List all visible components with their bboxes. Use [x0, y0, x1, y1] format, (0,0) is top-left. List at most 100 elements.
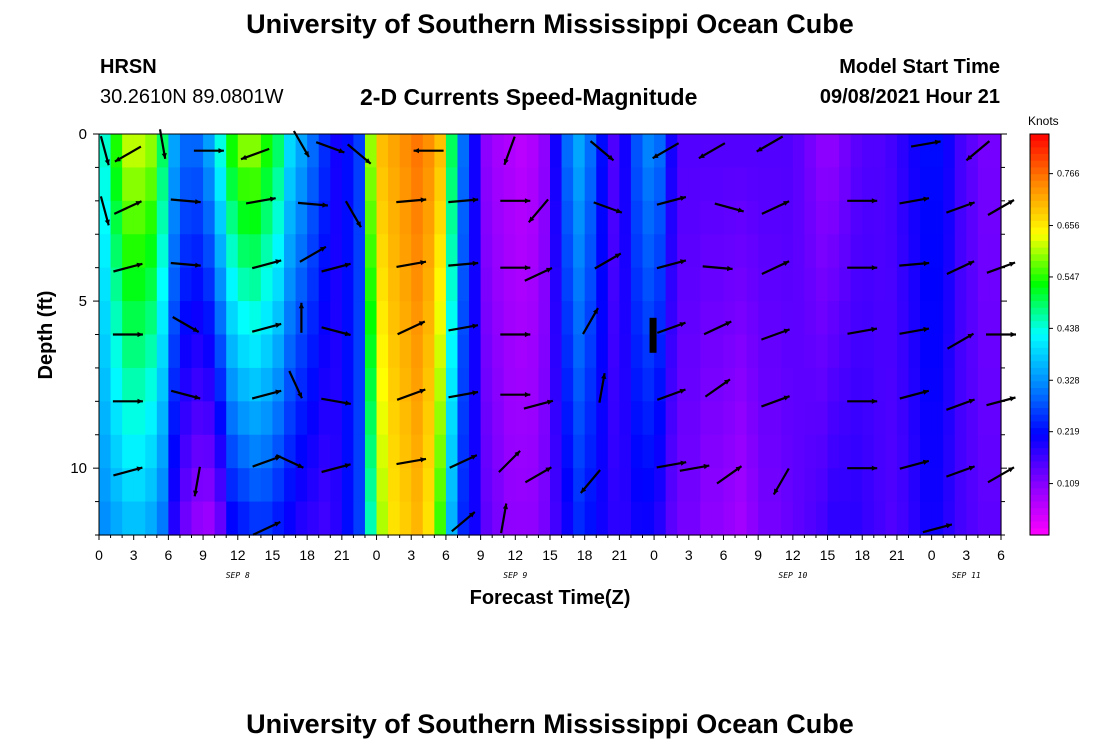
heatmap-cell	[815, 134, 829, 169]
heatmap-cell	[619, 434, 632, 469]
heatmap-cell	[665, 501, 678, 536]
heatmap-cell	[550, 267, 563, 302]
heatmap-cell	[353, 267, 366, 302]
heatmap-cell	[469, 367, 482, 402]
heatmap-cell	[596, 501, 609, 536]
heatmap-cell	[110, 334, 123, 369]
heatmap-cell	[411, 401, 424, 436]
current-vector	[594, 252, 622, 270]
heatmap-cell	[607, 334, 620, 369]
heatmap-cell	[376, 434, 389, 469]
heatmap-cell	[943, 234, 956, 269]
heatmap-cell	[214, 267, 227, 302]
heatmap-cell	[561, 468, 574, 503]
heatmap-cell	[677, 434, 690, 469]
heatmap-cell	[839, 334, 852, 369]
heatmap-cell	[700, 434, 713, 469]
x-tick-label: 18	[854, 547, 870, 563]
heatmap-cell	[573, 334, 586, 369]
colorbar-segment	[1030, 461, 1049, 469]
heatmap-cell	[954, 301, 967, 336]
heatmap-cell	[954, 367, 967, 402]
heatmap-cell	[862, 434, 875, 469]
heatmap-cell	[966, 267, 979, 302]
colorbar-segment	[1030, 434, 1049, 443]
heatmap-cell	[133, 301, 146, 336]
colorbar-segment	[1030, 180, 1049, 189]
heatmap-cell	[573, 468, 586, 503]
heatmap-cell	[931, 167, 944, 202]
heatmap-cell	[284, 267, 297, 302]
heatmap-cell	[596, 401, 609, 436]
heatmap-cell	[341, 267, 355, 302]
heatmap-cell	[700, 468, 713, 503]
colorbar-segment	[1030, 474, 1049, 483]
current-vector	[113, 262, 143, 273]
heatmap-cell	[989, 301, 1002, 336]
heatmap-cell	[815, 501, 829, 536]
heatmap-cell	[642, 167, 655, 202]
colorbar-segment	[1030, 220, 1049, 229]
heatmap-cell	[746, 401, 759, 436]
heatmap-cell	[145, 200, 158, 235]
heatmap-cell	[318, 334, 331, 369]
vector-head	[136, 466, 143, 472]
heatmap-cell	[839, 434, 852, 469]
heatmap-cell	[815, 434, 829, 469]
vector-head	[545, 467, 552, 473]
heatmap-cell	[920, 267, 933, 302]
heatmap-cell	[353, 301, 366, 336]
heatmap-cell	[977, 134, 991, 169]
heatmap-cell	[295, 501, 308, 536]
vector-head	[468, 512, 475, 518]
heatmap-cell	[469, 134, 482, 169]
heatmap-cell	[596, 234, 609, 269]
colorbar-segment	[1030, 287, 1049, 295]
heatmap-cell	[781, 200, 794, 235]
vector-head	[968, 398, 975, 404]
heatmap-cell	[249, 167, 262, 202]
heatmap-cell	[850, 234, 863, 269]
vector-head	[418, 321, 425, 327]
current-vector	[252, 521, 281, 536]
colorbar-segment	[1030, 381, 1049, 389]
heatmap-cell	[122, 434, 135, 469]
colorbar-segment	[1030, 327, 1049, 336]
heatmap-cell	[376, 200, 389, 235]
heatmap-cell	[885, 468, 898, 503]
heatmap-cell	[145, 301, 158, 336]
heatmap-cell	[804, 267, 817, 302]
heatmap-cell	[156, 434, 169, 469]
vector-head	[871, 198, 878, 204]
heatmap-cell	[885, 234, 898, 269]
heatmap-cell	[850, 401, 863, 436]
heatmap-cell	[399, 200, 412, 235]
heatmap-cell	[214, 401, 227, 436]
heatmap-cell	[642, 367, 655, 402]
heatmap-cell	[179, 468, 193, 503]
heatmap-cell	[954, 468, 967, 503]
vector-head	[419, 388, 426, 394]
heatmap-cell	[249, 367, 262, 402]
current-vector	[946, 260, 975, 275]
heatmap-cell	[781, 301, 794, 336]
heatmap-cell	[445, 134, 459, 169]
heatmap-cell	[191, 167, 204, 202]
heatmap-cell	[203, 334, 216, 369]
colorbar-segment	[1030, 341, 1049, 349]
heatmap-cell	[700, 234, 713, 269]
colorbar-segment	[1030, 267, 1049, 275]
heatmap-cell	[399, 301, 412, 336]
heatmap-cell	[989, 234, 1002, 269]
heatmap-cell	[723, 501, 736, 536]
heatmap-cell	[873, 367, 886, 402]
heatmap-cell	[110, 501, 123, 536]
heatmap-cell	[434, 468, 447, 503]
heatmap-cell	[700, 334, 713, 369]
heatmap-cell	[896, 434, 910, 469]
heatmap-cell	[469, 401, 482, 436]
x-tick-label: 6	[164, 547, 172, 563]
vector-head	[241, 154, 247, 160]
heatmap-cell	[630, 401, 644, 436]
heatmap-cell	[781, 134, 794, 169]
